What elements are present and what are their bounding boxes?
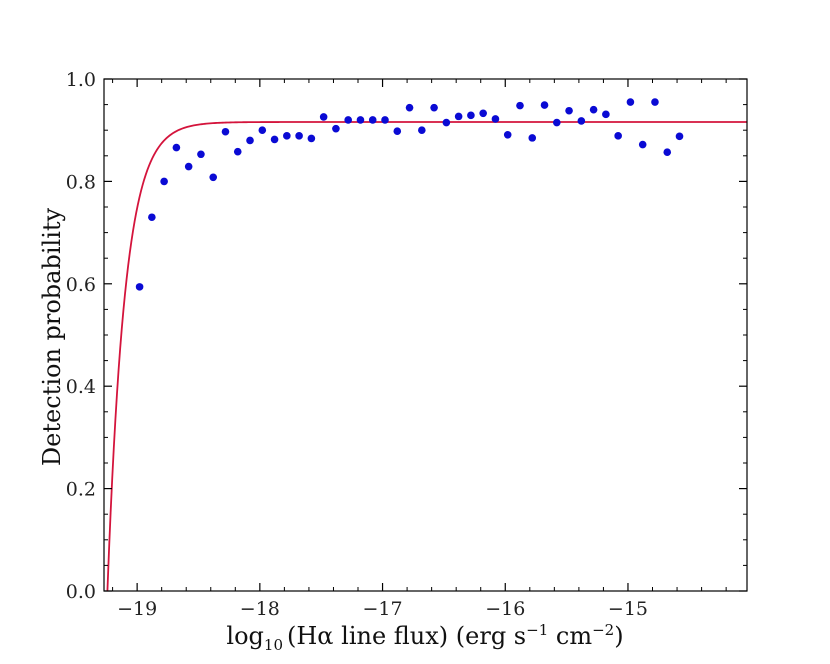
data-point <box>135 283 144 291</box>
data-point <box>602 110 610 119</box>
data-point <box>184 162 193 171</box>
data-point <box>160 177 168 186</box>
data-point <box>577 117 586 125</box>
data-point <box>295 132 303 140</box>
y-tick-label: 0.4 <box>66 376 96 398</box>
plot-area <box>106 98 747 592</box>
data-point <box>479 109 487 118</box>
axes: −19 −18 −17 −16 −15 0.0 0.2 0.4 0.6 0.8 1.0 <box>66 69 748 620</box>
data-point <box>638 140 647 149</box>
data-point <box>675 132 684 141</box>
data-point <box>442 118 451 127</box>
data-point <box>454 112 463 121</box>
data-point <box>356 116 365 124</box>
data-point <box>614 132 622 140</box>
y-tick-label: 0.8 <box>66 171 96 193</box>
data-point <box>663 148 672 157</box>
x-tick-label: −18 <box>240 598 280 620</box>
data-point <box>540 101 549 109</box>
fit-curve-line <box>106 121 747 592</box>
data-point <box>381 116 389 124</box>
data-point <box>344 116 352 124</box>
data-point <box>430 103 438 112</box>
data-point <box>319 113 328 121</box>
data-point <box>332 124 340 133</box>
data-point <box>368 116 377 124</box>
y-tick-label: 0.0 <box>66 581 96 603</box>
data-point <box>233 147 242 156</box>
data-point <box>172 143 181 152</box>
data-point <box>209 173 218 182</box>
data-point <box>626 98 635 106</box>
data-point <box>270 135 279 144</box>
data-point <box>246 136 254 145</box>
data-point <box>589 105 598 114</box>
data-point <box>418 126 426 134</box>
data-point <box>197 150 205 159</box>
data-point <box>491 115 500 123</box>
y-tick-label: 0.6 <box>66 274 96 296</box>
data-point <box>283 132 291 140</box>
x-axis-title: log10 (Hα line flux) (erg s−1 cm−2) <box>226 621 623 654</box>
data-point <box>307 134 316 143</box>
x-tick-label: −16 <box>485 598 525 620</box>
data-point <box>221 127 230 136</box>
data-point <box>393 127 402 136</box>
x-tick-label: −19 <box>117 598 157 620</box>
data-point <box>651 98 659 106</box>
y-tick-label: 0.2 <box>66 479 96 501</box>
data-point <box>503 131 512 139</box>
data-point <box>528 134 537 142</box>
x-tick-label: −17 <box>362 598 402 620</box>
y-axis-title: Detection probability <box>38 207 66 466</box>
data-point <box>405 103 414 112</box>
data-point <box>516 101 524 110</box>
data-point <box>258 126 267 134</box>
x-tick-label: −15 <box>608 598 648 620</box>
data-point <box>148 213 156 222</box>
data-point <box>565 106 573 115</box>
data-point <box>467 111 475 120</box>
y-tick-label: 1.0 <box>66 69 96 91</box>
data-point <box>553 118 561 127</box>
